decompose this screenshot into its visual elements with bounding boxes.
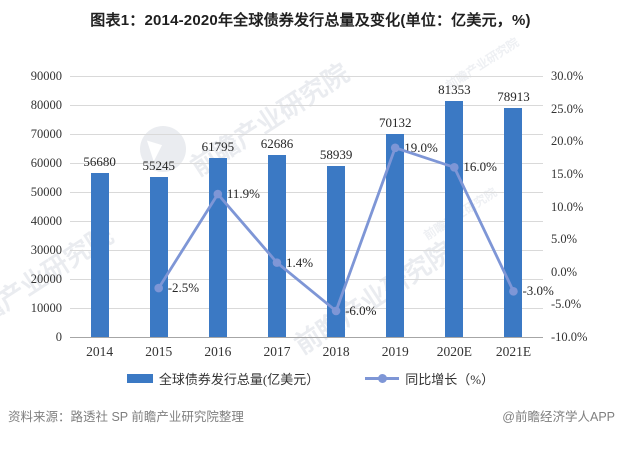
bar-2014 [90,172,109,337]
legend-label: 全球债券发行总量(亿美元） [158,372,320,387]
line-marker-icon [378,374,388,383]
x-axis-label-2018: 2018 [322,344,350,359]
right-axis-tick: -5.0% [551,297,582,312]
x-axis-label-2015: 2015 [145,344,173,359]
gridline [70,279,543,280]
x-axis-label-2017: 2017 [263,344,291,359]
gridline [70,250,543,251]
left-axis-tick: 10000 [30,301,62,315]
right-axis-tick: 25.0% [551,101,584,116]
bar-swatch-icon [126,374,153,383]
right-axis-tick: 15.0% [551,166,584,181]
growth-value-label: 16.0% [463,159,497,175]
bar-value-label: 61795 [201,138,235,154]
x-axis-label-2021E: 2021E [495,344,532,359]
bar-value-label: 81353 [438,82,471,98]
legend-label: 同比增长（%） [405,372,495,387]
x-axis-label-2019: 2019 [381,344,409,359]
bar-value-label: 58939 [319,147,353,163]
left-axis-tick: 60000 [30,156,62,170]
bar-value-label: 70132 [378,114,412,130]
growth-value-label: -6.0% [345,302,377,318]
bar-value-label: 62686 [260,136,294,152]
chart-legend: 全球债券发行总量(亿美元） 同比增长（%） [0,369,621,388]
growth-value-label: 11.9% [226,186,260,202]
chart-title: 图表1：2014-2020年全球债券发行总量及变化(单位：亿美元，%) [90,12,531,29]
right-axis-tick: 30.0% [551,69,584,83]
bar-2018 [327,166,346,337]
left-axis-tick: 50000 [30,185,62,199]
bar-2020E [445,101,464,337]
bar-value-label: 55245 [142,157,175,173]
bar-value-label: 56680 [83,153,116,169]
legend-item-bars: 全球债券发行总量(亿美元） [126,369,320,388]
bar-2019 [386,133,405,337]
gridline [70,192,543,193]
right-axis-tick: 20.0% [551,134,584,149]
left-axis-tick: 90000 [30,69,62,83]
right-axis-tick: 10.0% [551,199,584,214]
credit-note: @前瞻经济学人APP [502,410,615,424]
right-axis-tick: 5.0% [551,232,578,247]
x-axis-label-2014: 2014 [86,344,114,359]
legend-item-line: 同比增长（%） [365,369,494,388]
left-axis-tick: 30000 [30,243,62,257]
x-axis-label-2020E: 2020E [436,344,472,359]
bar-2015 [149,176,168,337]
right-axis-tick: -10.0% [551,330,588,344]
gridline [70,76,543,77]
left-axis-tick: 80000 [30,98,62,112]
right-axis-tick: 0.0% [551,264,578,279]
growth-value-label: 1.4% [285,254,314,270]
gridline [70,134,543,135]
bar-value-label: 78913 [497,89,530,105]
gridline [70,221,543,222]
x-axis-label-2016: 2016 [204,344,232,359]
source-note: 资料来源：路透社 SP 前瞻产业研究院整理 [8,410,244,424]
growth-value-label: 19.0% [404,139,438,155]
left-axis-tick: 70000 [30,127,62,141]
gridline [70,308,543,309]
bar-2016 [208,157,227,337]
bar-2021E [504,108,523,337]
left-axis-tick: 0 [55,330,62,344]
x-axis-line [70,337,543,338]
left-axis-tick: 40000 [30,214,62,228]
left-axis-tick: 20000 [30,272,62,286]
gridline [70,105,543,106]
growth-value-label: -3.0% [522,283,554,299]
bar-2017 [267,155,286,337]
line-swatch-icon [365,374,400,383]
growth-value-label: -2.5% [167,280,200,296]
